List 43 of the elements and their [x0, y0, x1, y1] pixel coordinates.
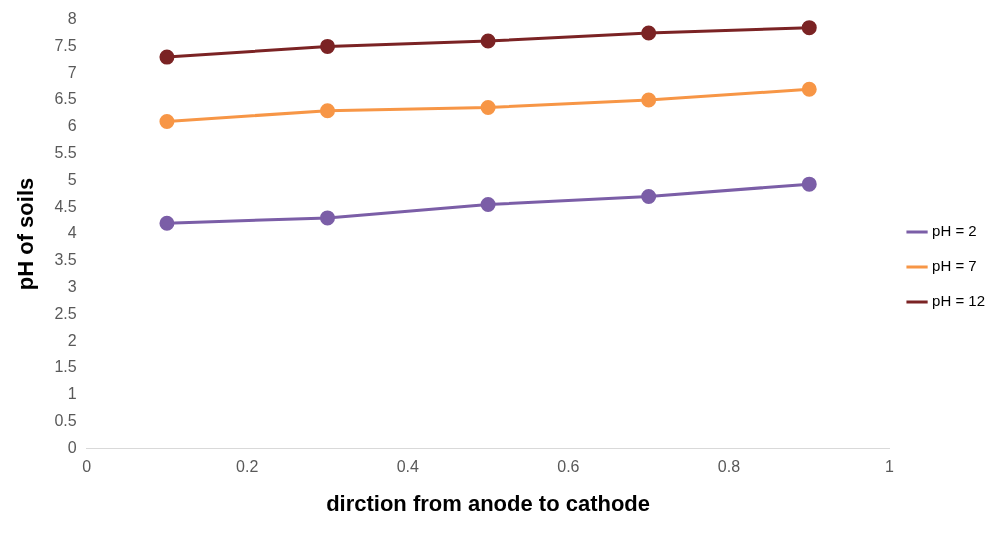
y-tick-label: 4.5 — [54, 197, 77, 215]
point — [641, 92, 657, 108]
y-tick-label: 1.5 — [54, 358, 77, 376]
legend-label: pH = 2 — [932, 222, 977, 240]
y-tick-label: 4 — [67, 224, 77, 242]
point — [159, 215, 175, 231]
y-tick-label: 6.5 — [54, 90, 77, 108]
point — [801, 176, 817, 192]
point — [480, 100, 496, 115]
point — [320, 210, 336, 226]
point — [801, 20, 817, 36]
y-axis-title: pH of soils — [13, 177, 39, 291]
point — [320, 38, 336, 54]
y-tick-label: 2 — [67, 331, 77, 349]
x-tick-label: 0.6 — [557, 458, 580, 476]
x-tick-label: 0 — [82, 458, 92, 476]
x-tick-label: 0.8 — [717, 458, 741, 476]
point — [641, 188, 657, 204]
point — [641, 25, 657, 41]
point — [159, 113, 175, 129]
y-tick-label: 3 — [67, 278, 77, 296]
point — [480, 33, 496, 49]
x-tick-label: 1 — [885, 458, 895, 476]
y-tick-label: 1 — [67, 385, 77, 403]
x-tick-label: 0.4 — [396, 458, 420, 476]
y-tick-label: 2.5 — [54, 304, 77, 322]
legend-label: pH = 12 — [932, 292, 986, 310]
y-tick-label: 5 — [67, 170, 77, 188]
legend-label: pH = 7 — [932, 257, 977, 275]
point — [480, 197, 496, 213]
y-tick-label: 8 — [67, 10, 77, 28]
point — [320, 103, 336, 119]
y-tick-label: 0.5 — [54, 412, 77, 430]
y-tick-label: 7.5 — [54, 36, 77, 54]
x-tick-label: 0.2 — [236, 458, 259, 476]
y-tick-label: 7 — [67, 63, 77, 81]
y-tick-label: 3.5 — [54, 251, 77, 269]
y-tick-label: 5.5 — [54, 144, 77, 162]
point — [801, 81, 817, 97]
y-tick-label: 6 — [67, 117, 77, 135]
x-axis-title: dirction from anode to cathode — [326, 490, 651, 516]
point — [159, 49, 175, 65]
y-tick-label: 0 — [67, 438, 77, 456]
